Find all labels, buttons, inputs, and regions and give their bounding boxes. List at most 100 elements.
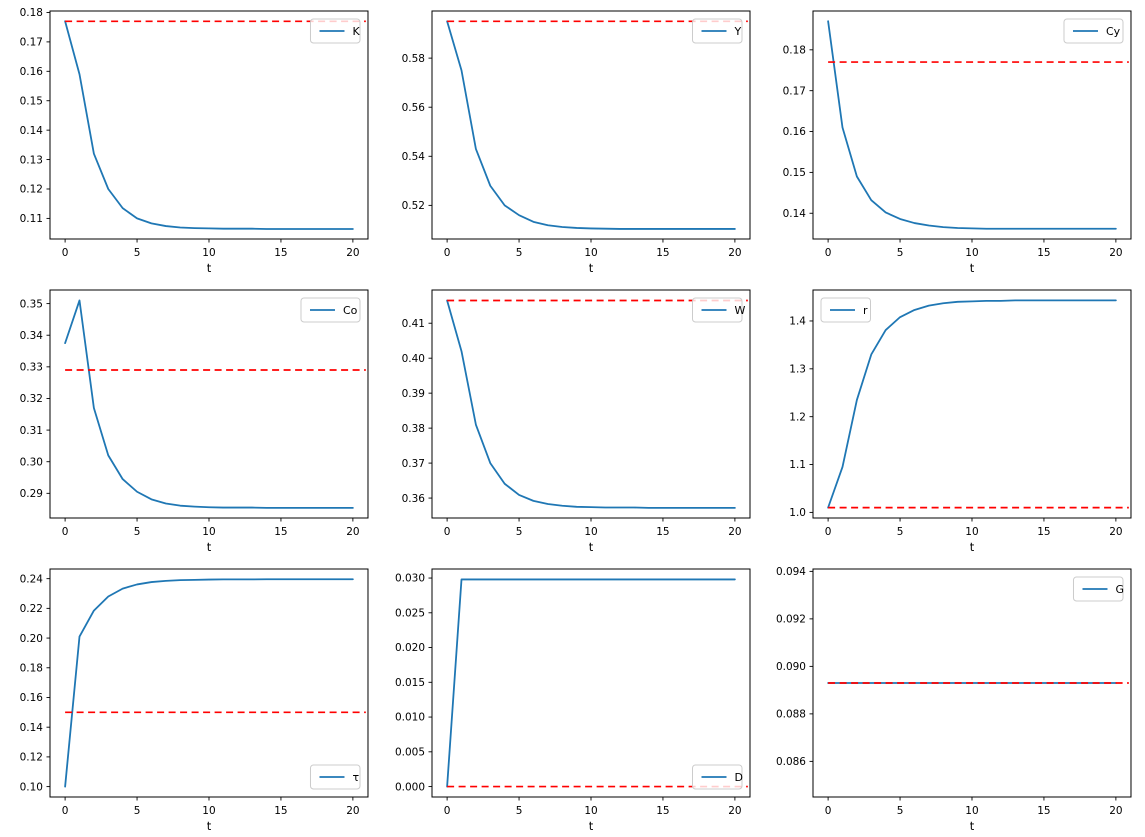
y-tick-label: 0.16: [20, 692, 44, 704]
x-tick-label: 15: [656, 247, 669, 259]
x-axis-label: t: [588, 540, 593, 554]
axes-frame: [812, 568, 1132, 798]
y-tick-label: 0.005: [395, 747, 425, 759]
subplot-Cy: 0 5 10 15 20 0.14 0.15 0.16 0.17 0.18 t Cy: [763, 0, 1145, 279]
chart-D: 0 5 10 15 20 0.000 0.005 0.010 0.015 0.020 0.025 0.…: [395, 568, 751, 833]
legend-label: r: [863, 304, 868, 317]
y-tick-label: 0.32: [20, 393, 43, 405]
x-tick-label: 10: [202, 247, 215, 259]
y-tick-label: 0.088: [776, 709, 806, 721]
x-tick-label: 5: [134, 526, 141, 538]
y-tick-label: 0.18: [20, 7, 43, 19]
y-tick-label: 0.38: [401, 423, 424, 435]
y-tick-label: 0.17: [783, 85, 806, 97]
x-tick-label: 15: [274, 247, 287, 259]
y-tick-label: 0.56: [401, 102, 425, 114]
axes-frame: [812, 10, 1132, 240]
x-tick-label: 0: [443, 805, 450, 817]
legend: K: [309, 18, 360, 44]
subplot-K: 0 5 10 15 20 0.11 0.12 0.13 0.14 0.15 0.16 0.17 0.18…: [0, 0, 382, 279]
y-tick-label: 0.58: [401, 53, 424, 65]
x-tick-label: 10: [584, 526, 597, 538]
x-tick-label: 5: [897, 526, 904, 538]
subplot-r: 0 5 10 15 20 1.0 1.1 1.2 1.3 1.4 t r: [763, 279, 1145, 558]
x-tick-label: 15: [274, 805, 287, 817]
x-axis-label: t: [588, 261, 593, 275]
x-axis-label: t: [588, 819, 593, 833]
axes-frame: [49, 289, 369, 519]
x-tick-label: 0: [825, 247, 832, 259]
x-tick-label: 20: [728, 526, 741, 538]
x-tick-label: 0: [443, 526, 450, 538]
y-tick-label: 0.17: [20, 37, 43, 49]
x-tick-label: 20: [1110, 526, 1123, 538]
chart-Cy: 0 5 10 15 20 0.14 0.15 0.16 0.17 0.18 t Cy: [783, 10, 1132, 275]
x-tick-label: 15: [1038, 526, 1051, 538]
x-tick-label: 0: [62, 526, 69, 538]
x-tick-label: 20: [1110, 247, 1123, 259]
y-tick-label: 0.18: [783, 45, 806, 57]
axes-frame: [431, 289, 751, 519]
x-tick-label: 10: [584, 247, 597, 259]
legend: r: [820, 297, 872, 323]
axes-frame: [49, 10, 369, 240]
x-tick-label: 0: [62, 247, 69, 259]
x-axis-label: t: [207, 819, 212, 833]
legend-label: W: [734, 304, 745, 317]
y-tick-label: 0.37: [401, 458, 424, 470]
x-tick-label: 0: [443, 247, 450, 259]
y-tick-label: 0.092: [776, 614, 806, 626]
y-tick-label: 0.11: [20, 213, 43, 225]
x-tick-label: 15: [656, 805, 669, 817]
y-tick-label: 0.31: [20, 425, 43, 437]
legend-label: τ: [352, 771, 359, 784]
y-tick-label: 1.1: [790, 459, 807, 471]
y-tick-label: 0.36: [401, 493, 425, 505]
y-tick-label: 0.24: [20, 573, 44, 585]
x-tick-label: 5: [515, 805, 522, 817]
y-tick-label: 0.086: [776, 756, 806, 768]
x-tick-label: 20: [346, 247, 359, 259]
chart-G: 0 5 10 15 20 0.086 0.088 0.090 0.092 0.094 t G: [776, 566, 1132, 833]
chart-tau: 0 5 10 15 20 0.10 0.12 0.14 0.16 0.18 0.20 0.22 0.24…: [20, 568, 369, 833]
y-tick-label: 0.29: [20, 488, 43, 500]
y-tick-label: 0.30: [20, 456, 43, 468]
chart-Co: 0 5 10 15 20 0.29 0.30 0.31 0.32 0.33 0.34 0.35 t Co: [20, 289, 369, 554]
x-tick-label: 5: [515, 526, 522, 538]
y-tick-label: 1.3: [790, 364, 807, 376]
y-tick-label: 0.010: [395, 712, 425, 724]
y-tick-label: 0.52: [401, 200, 424, 212]
y-tick-label: 0.16: [783, 126, 807, 138]
x-tick-label: 10: [584, 805, 597, 817]
axes-frame: [431, 568, 751, 798]
legend: D: [691, 764, 743, 790]
y-tick-label: 0.025: [395, 607, 425, 619]
x-axis-label: t: [207, 540, 212, 554]
x-tick-label: 10: [202, 805, 215, 817]
subplot-Co: 0 5 10 15 20 0.29 0.30 0.31 0.32 0.33 0.34 0.35 t Co: [0, 279, 382, 558]
x-tick-label: 15: [656, 526, 669, 538]
x-tick-label: 20: [728, 805, 741, 817]
y-tick-label: 0.40: [401, 353, 424, 365]
y-tick-label: 1.2: [790, 411, 807, 423]
subplot-D: 0 5 10 15 20 0.000 0.005 0.010 0.015 0.020 0.025 0.…: [382, 558, 764, 837]
x-axis-label: t: [207, 261, 212, 275]
x-tick-label: 5: [134, 247, 141, 259]
y-tick-label: 0.22: [20, 603, 43, 615]
y-tick-label: 0.34: [20, 330, 44, 342]
legend: Co: [300, 297, 361, 323]
series-line: [445, 578, 736, 788]
series-line: [445, 299, 736, 509]
x-tick-label: 0: [825, 805, 832, 817]
axes-frame: [49, 568, 369, 798]
x-tick-label: 0: [825, 526, 832, 538]
x-tick-label: 5: [134, 805, 141, 817]
x-tick-label: 20: [346, 526, 359, 538]
y-tick-label: 0.12: [20, 184, 43, 196]
y-tick-label: 0.10: [20, 781, 43, 793]
x-axis-label: t: [970, 540, 975, 554]
y-tick-label: 1.0: [790, 507, 807, 519]
y-tick-label: 0.000: [395, 781, 425, 793]
series-line: [64, 20, 354, 230]
